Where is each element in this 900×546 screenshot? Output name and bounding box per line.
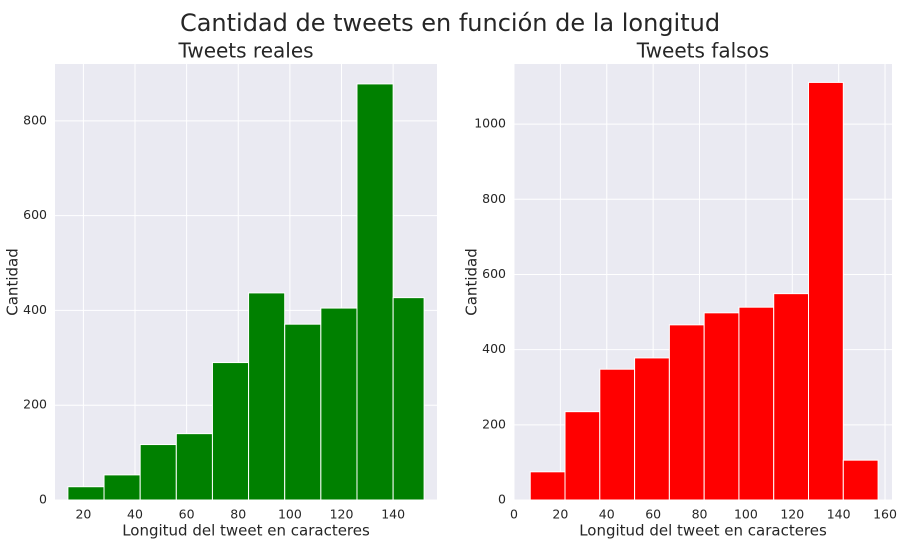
x-tick-label: 0 [510,507,518,522]
x-tick-label: 100 [278,507,302,522]
histogram-bar [738,306,775,501]
histogram-bar [842,459,879,501]
histogram-bar [356,83,394,501]
x-tick-label: 140 [381,507,405,522]
histogram-bar [703,312,740,501]
x-tick-label: 80 [692,507,708,522]
histogram-bar [392,297,425,501]
y-tick-label: 800 [482,191,506,206]
y-tick-label: 400 [23,302,47,317]
y-axis-label: Cantidad [463,248,481,315]
x-tick-label: 40 [127,507,143,522]
x-tick-label: 100 [734,507,758,522]
y-tick-label: 0 [498,492,506,507]
histogram-bar [248,292,286,501]
figure-suptitle: Cantidad de tweets en función de la long… [180,9,720,37]
y-tick-label: 0 [39,492,47,507]
chart-title: Tweets reales [177,39,313,63]
y-axis-label: Cantidad [4,248,22,315]
x-tick-label: 140 [827,507,851,522]
y-tick-label: 200 [23,397,47,412]
y-tick-label: 400 [482,341,506,356]
y-tick-label: 1000 [474,116,506,131]
histogram-bar [103,474,141,501]
histogram-bar [284,323,322,501]
chart-title: Tweets falsos [636,39,769,63]
histogram-bar [175,433,213,501]
histogram-bar [211,362,250,501]
histogram-bar [668,324,705,501]
histogram-bar [529,471,566,501]
x-tick-label: 20 [75,507,91,522]
histogram-bar [599,368,636,501]
chart-right: 0 20 40 60 80 100 120 140 160 0 200 400 600 800 1000 Tw… [463,39,898,540]
x-tick-label: 160 [873,507,897,522]
chart-left: 20 40 60 80 100 120 140 0 200 400 600 800 Tweets rea… [4,39,437,540]
histogram-bar [773,293,810,501]
histogram-bar [67,486,105,501]
x-tick-label: 20 [552,507,568,522]
x-tick-label: 40 [599,507,615,522]
x-axis-label: Longitud del tweet en caracteres [579,522,827,540]
x-tick-label: 80 [230,507,246,522]
histogram-bar [634,357,670,501]
y-tick-label: 600 [23,207,47,222]
x-tick-label: 60 [645,507,661,522]
histogram-bar [139,444,177,501]
x-axis-label: Longitud del tweet en caracteres [122,522,370,540]
y-tick-label: 200 [482,416,506,431]
y-tick-label: 800 [23,112,47,127]
histogram-bar [320,307,358,501]
histogram-bar [564,411,601,501]
histogram-bar [808,81,844,501]
x-tick-label: 120 [780,507,804,522]
y-tick-label: 600 [482,266,506,281]
x-tick-label: 120 [330,507,354,522]
x-tick-label: 60 [179,507,195,522]
